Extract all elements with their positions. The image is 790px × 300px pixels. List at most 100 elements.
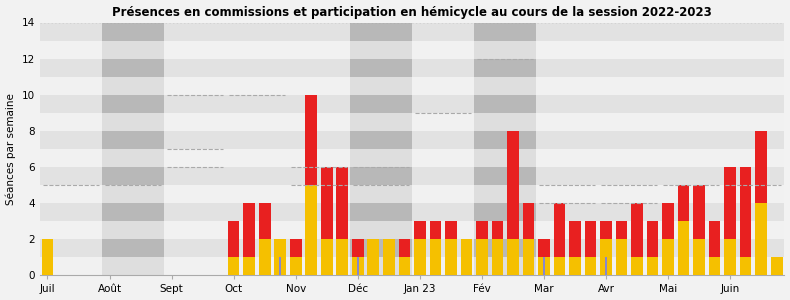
Bar [507,239,519,275]
Bar [740,257,751,275]
Bar [352,257,363,275]
Y-axis label: Séances par semaine: Séances par semaine [6,93,16,205]
Bar [631,203,643,257]
Bar [507,131,519,239]
Bar [461,239,472,275]
Bar [709,257,720,275]
Bar [604,257,608,275]
Bar [430,239,441,275]
Bar [523,203,534,239]
Title: Présences en commissions et participation en hémicycle au cours de la session 20: Présences en commissions et participatio… [112,6,712,19]
Bar [538,257,550,275]
Bar [445,221,457,239]
Bar [414,239,426,275]
Bar [724,167,736,239]
Bar [554,257,566,275]
Bar [543,257,545,275]
Bar [694,239,705,275]
Bar [337,239,348,275]
Bar [228,221,239,257]
Bar [569,221,581,257]
Bar [647,221,658,257]
Bar [398,257,410,275]
Bar [279,257,281,275]
Bar [491,239,503,275]
Bar [40,22,102,275]
Bar [694,185,705,239]
Bar [709,221,720,257]
Bar [662,203,674,239]
Bar [722,22,784,275]
Bar [350,22,412,275]
Bar [569,257,581,275]
Bar [647,257,658,275]
Bar [383,239,395,275]
Bar [40,131,784,149]
Bar [755,131,767,203]
Bar [414,221,426,239]
Bar [356,257,359,275]
Bar [724,239,736,275]
Bar [102,22,164,275]
Bar [585,221,596,257]
Bar [40,40,784,58]
Bar [476,221,487,239]
Bar [243,257,255,275]
Bar [226,22,288,275]
Bar [412,22,474,275]
Bar [352,239,363,257]
Bar [306,95,317,185]
Bar [600,221,611,239]
Bar [678,221,690,275]
Bar [306,185,317,275]
Bar [598,22,660,275]
Bar [274,239,286,275]
Bar [536,22,598,275]
Bar [615,221,627,239]
Bar [40,95,784,113]
Bar [585,257,596,275]
Bar [290,239,302,257]
Bar [40,257,784,275]
Bar [40,221,784,239]
Bar [445,239,457,275]
Bar [40,22,784,40]
Bar [367,239,379,275]
Bar [42,239,53,275]
Bar [755,203,767,275]
Bar [290,257,302,275]
Bar [678,185,690,221]
Bar [321,239,333,275]
Bar [288,22,350,275]
Bar [228,257,239,275]
Bar [321,167,333,239]
Bar [523,239,534,275]
Bar [40,113,784,131]
Bar [600,239,611,275]
Bar [40,185,784,203]
Bar [398,239,410,257]
Bar [740,167,751,257]
Bar [662,239,674,275]
Bar [259,203,270,239]
Bar [40,58,784,77]
Bar [40,239,784,257]
Bar [771,257,783,275]
Bar [40,167,784,185]
Bar [474,22,536,275]
Bar [259,239,270,275]
Bar [491,221,503,239]
Bar [430,221,441,239]
Bar [660,22,722,275]
Bar [554,203,566,257]
Bar [40,203,784,221]
Bar [40,77,784,95]
Bar [476,239,487,275]
Bar [40,149,784,167]
Bar [538,239,550,257]
Bar [164,22,226,275]
Bar [337,167,348,239]
Bar [243,203,255,257]
Bar [631,257,643,275]
Bar [615,239,627,275]
